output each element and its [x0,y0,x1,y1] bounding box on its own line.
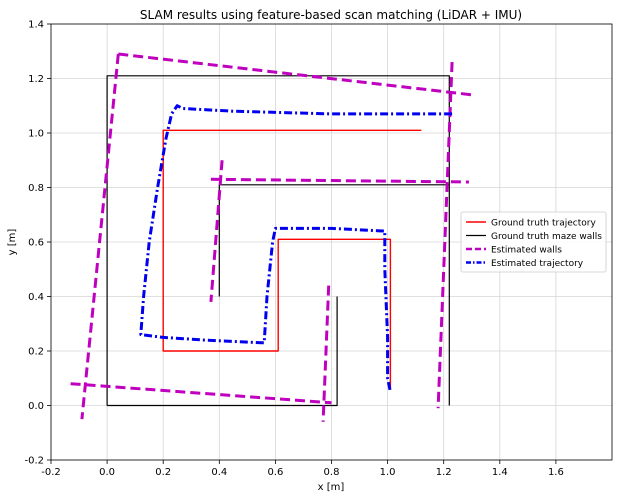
ground-truth-maze-walls-line [106,75,450,406]
y-tick-label: 0.6 [28,238,44,249]
legend-label-estimated-walls: Estimated walls [491,245,562,255]
y-tick-label: 0.0 [28,401,44,412]
x-tick-label: 0.4 [211,467,227,478]
x-tick-label: 1.0 [380,467,396,478]
estimated-walls-line [436,62,454,409]
estimated-walls-line [210,177,469,184]
series-estimated-trajectory [139,104,453,393]
legend-label-estimated-trajectory: Estimated trajectory [491,259,584,269]
y-axis-label: y [m] [7,229,18,256]
chart-title: SLAM results using feature-based scan ma… [140,8,522,22]
series-ground-truth-trajectory [162,129,422,390]
ground-truth-maze-walls-line [107,296,338,407]
x-tick-label: 0.0 [99,467,115,478]
estimated-walls-line [70,382,332,405]
x-tick-label: 1.2 [436,467,452,478]
estimated-walls-line [80,53,120,420]
ground-truth-trajectory-line [162,129,422,390]
x-axis-label: x [m] [318,482,345,493]
estimated-walls-line [321,285,331,422]
y-tick-label: 0.8 [28,183,44,194]
legend-box [460,211,607,273]
x-tick-label: 0.8 [324,467,340,478]
legend: Ground truth trajectory Ground truth maze… [460,211,607,273]
x-tick-label: 1.4 [492,467,508,478]
y-tick-label: -0.2 [24,456,44,467]
y-tick-label: 0.4 [28,292,44,303]
x-tick-label: 0.6 [267,467,283,478]
legend-label-ground-truth-maze-walls: Ground truth maze walls [491,232,602,242]
x-tick-label: -0.2 [41,467,61,478]
axis-ticks: -0.2 0.0 0.2 0.4 0.6 0.8 1.0 1.2 1.4 1.6 -0.2 0.0 0.… [24,20,563,479]
y-tick-label: 1.0 [28,129,44,140]
estimated-walls-line [209,160,224,303]
estimated-trajectory-line [139,104,453,393]
y-tick-label: 0.2 [28,347,44,358]
series-estimated-walls [70,52,472,422]
y-tick-label: 1.4 [28,20,44,31]
y-tick-label: 1.2 [28,74,44,85]
plot-series [70,52,472,422]
legend-label-ground-truth-trajectory: Ground truth trajectory [491,218,596,228]
x-tick-label: 0.2 [155,467,171,478]
x-tick-label: 1.6 [548,467,564,478]
